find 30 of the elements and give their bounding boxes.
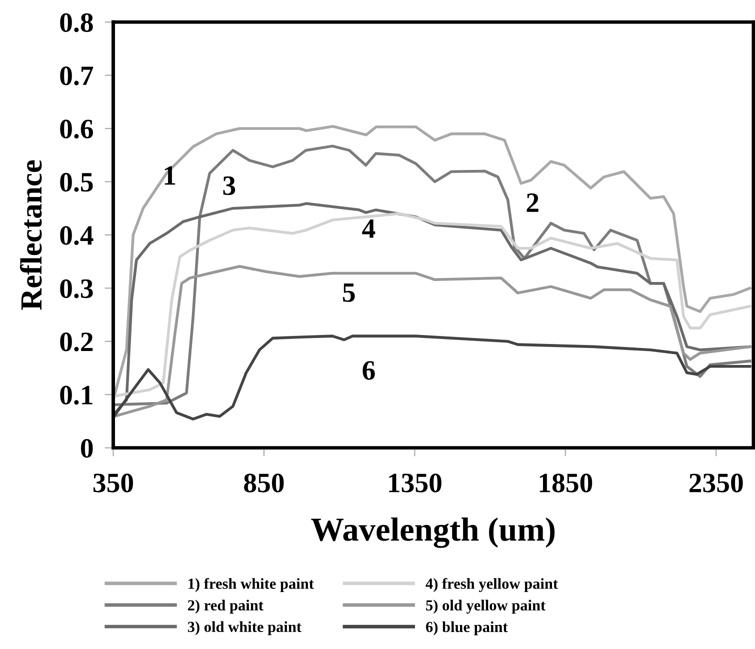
x-tick-label: 350 [93, 474, 134, 492]
legend-label: 4) fresh yellow paint [426, 578, 558, 592]
legend-label: 2) red paint [188, 600, 264, 614]
x-tick-label: 1850 [540, 474, 592, 492]
y-tick-label: 0.6 [60, 120, 93, 139]
y-tick-label: 0.2 [60, 332, 93, 352]
x-tick-label: 850 [244, 474, 284, 492]
annotation: 6 [362, 361, 375, 380]
y-tick-label: 0.3 [60, 279, 93, 298]
line-series [113, 264, 752, 418]
x-axis-title: Wavelength (um) [311, 517, 555, 548]
annotation: 4 [362, 220, 376, 238]
legend-label: 6) blue paint [426, 621, 508, 636]
annotation: 1 [164, 166, 176, 185]
y-tick-label: 0.5 [60, 172, 93, 192]
legend-label: 1) fresh white paint [188, 578, 314, 592]
y-tick-label: 0.1 [60, 386, 92, 405]
y-axis-title: Reflectance [20, 160, 42, 310]
line-series [113, 334, 752, 420]
y-tick-label: 0.7 [60, 66, 94, 86]
annotation: 2 [526, 193, 538, 212]
y-tick-label: 0 [80, 438, 93, 458]
legend-label: 3) old white paint [188, 621, 302, 636]
y-tick-label: 0.8 [60, 13, 93, 32]
annotation: 3 [223, 176, 236, 196]
legend-label: 5) old yellow paint [426, 600, 546, 614]
x-tick-label: 1350 [389, 474, 442, 492]
x-tick-label: 2350 [690, 474, 743, 492]
y-tick-label: 0.4 [60, 226, 94, 245]
annotation: 5 [343, 283, 355, 302]
